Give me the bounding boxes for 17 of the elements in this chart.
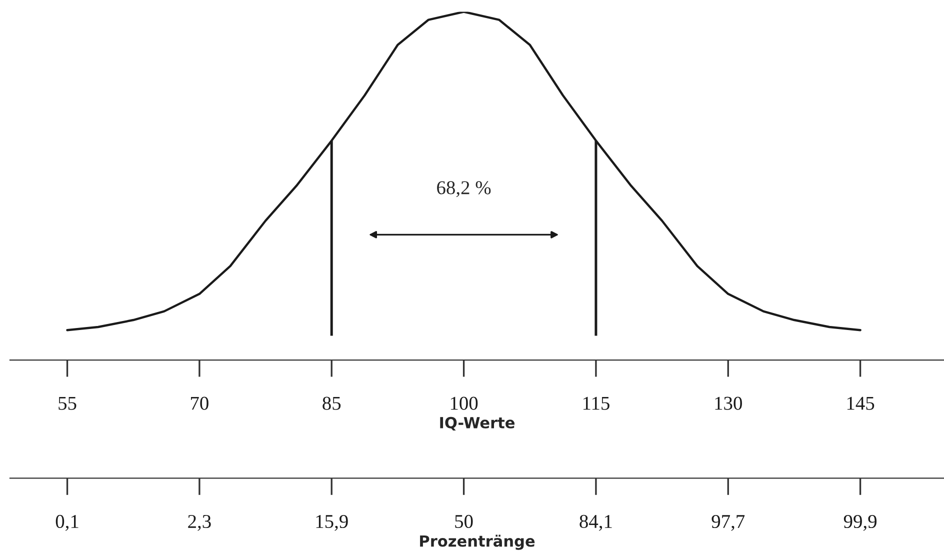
category-label: 50 xyxy=(455,514,473,528)
category-label: 2,3 xyxy=(188,514,211,531)
text: Prozentränge xyxy=(420,534,535,550)
category-label: 15,9 xyxy=(316,514,348,531)
category-label: 84,1 xyxy=(580,514,612,531)
category-label: 99,9 xyxy=(844,514,877,531)
x-tick-label: 85 xyxy=(322,396,341,410)
category-label: 97,7 xyxy=(712,514,745,531)
category-label: 0,1 xyxy=(56,514,78,531)
x-tick-label: 70 xyxy=(191,396,208,410)
annotation: 68,2 % xyxy=(437,181,491,198)
x-tick-label: 55 xyxy=(58,396,76,410)
x-axis-title: IQ-Werte xyxy=(440,416,514,430)
x-tick-label: 100 xyxy=(450,396,478,410)
x-tick-label: 115 xyxy=(583,396,610,410)
x-tick-label: 145 xyxy=(847,396,874,410)
x-tick-label: 130 xyxy=(715,396,742,410)
